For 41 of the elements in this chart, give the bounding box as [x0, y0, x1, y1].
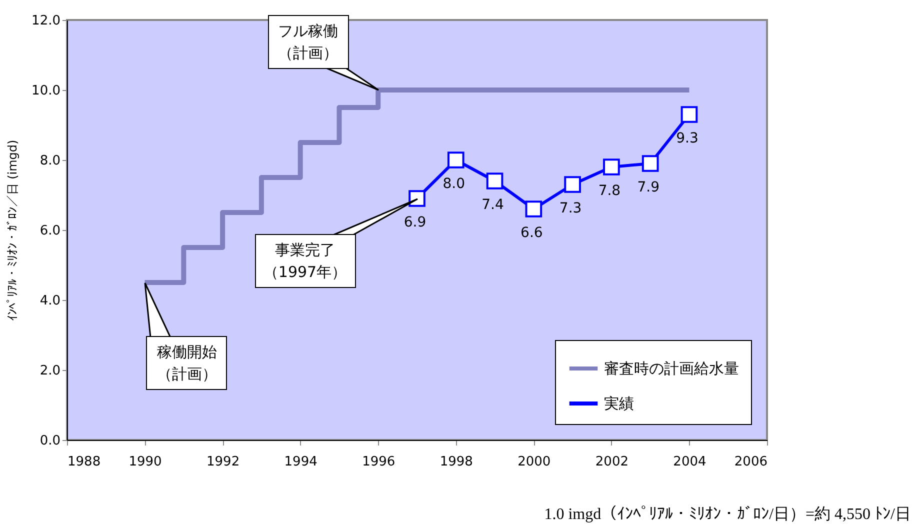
point: [642, 155, 659, 172]
y-tick-label: 0.0: [40, 434, 60, 448]
y-axis-title: ｲﾝﾍﾟﾘｱﾙ・ﾐﾘｵﾝ・ｶﾞﾛﾝ／日 (imgd): [6, 140, 20, 322]
x-tick-label: 2000: [518, 454, 551, 470]
data-label: 7.4: [482, 197, 504, 213]
speech-bubble: 稼働開始（計画）: [144, 282, 228, 390]
y-tick-label: 10.0: [32, 84, 60, 98]
data-label: 7.3: [559, 200, 582, 216]
data-label: 7.8: [598, 183, 621, 199]
x-tick-label: 1994: [284, 454, 318, 470]
point: [447, 152, 464, 168]
annotation: 稼働開始（計画）: [146, 336, 228, 390]
y-tick-label: 6.0: [40, 224, 60, 238]
data-label: 6.9: [404, 214, 426, 230]
point: [680, 106, 698, 123]
data-label: 9.3: [676, 130, 698, 146]
point: [603, 158, 620, 176]
legend-label: 審査時の計画給水量: [604, 360, 739, 378]
text: 1.0 imgd（ｲﾝﾍﾟﾘｱﾙ・ﾐﾘｵﾝ・ｶﾞﾛﾝ/日）=約 4,550 ﾄﾝ/日: [544, 504, 911, 525]
x-tick-label: 1988: [68, 454, 101, 470]
annotation: フル稼働（計画）: [268, 15, 349, 69]
y-tick-label: 4.0: [40, 294, 60, 308]
y-tick-label: 2.0: [40, 364, 60, 378]
data-label: 8.0: [442, 176, 466, 192]
x-tick-label: 2006: [734, 454, 768, 470]
data-label: 7.9: [637, 180, 660, 196]
annotation: 事業完了（1997年）: [254, 234, 356, 288]
point: [564, 176, 581, 193]
point: [486, 172, 504, 190]
point: [408, 190, 426, 207]
x-tick-label: 1992: [206, 454, 240, 470]
y-tick-label: 8.0: [40, 154, 60, 168]
y-tick-label: 12.0: [32, 14, 60, 28]
legend-label: 実績: [604, 394, 634, 412]
data-label: 6.6: [520, 225, 543, 241]
x-tick-label: 1990: [128, 454, 162, 470]
x-tick-label: 1998: [440, 454, 473, 470]
point: [525, 200, 542, 218]
x-tick-label: 2002: [595, 454, 628, 470]
x-tick-label: 2004: [673, 454, 706, 470]
x-tick-label: 1996: [362, 454, 396, 470]
